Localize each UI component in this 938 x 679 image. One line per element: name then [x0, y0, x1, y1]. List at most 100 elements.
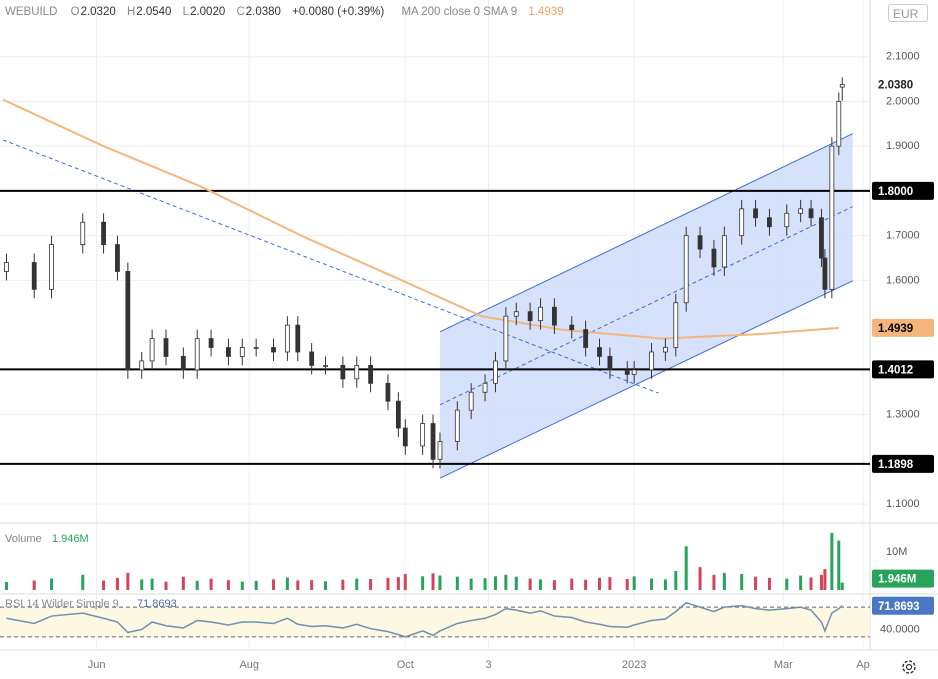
candle [284, 316, 290, 361]
volume-bar [625, 578, 629, 590]
volume-bar [483, 578, 487, 590]
candle [607, 347, 613, 379]
level-label-bg [872, 360, 934, 379]
volume-bar [840, 582, 844, 590]
candle-body [253, 347, 259, 349]
candle-body [583, 329, 589, 348]
volume-bar [785, 578, 789, 590]
l-label: L [182, 6, 190, 18]
candle [101, 213, 106, 254]
candle-body [839, 84, 845, 88]
candle [836, 92, 842, 156]
open: 2.0320 [80, 6, 116, 18]
volume-bar [684, 546, 688, 590]
x-tick-label: Aug [239, 659, 259, 671]
volume-bar [355, 578, 359, 590]
candle-body [739, 208, 745, 237]
candle [430, 414, 436, 469]
candle-body [697, 235, 703, 250]
candle-body [607, 356, 613, 371]
volume-bar [50, 578, 54, 590]
volume-bar [455, 576, 459, 590]
study-value: 1.4939 [528, 6, 564, 18]
candle [482, 374, 488, 402]
volume-bar [528, 578, 532, 590]
volume-bar [539, 579, 543, 590]
settings-icon[interactable] [902, 660, 916, 674]
candle [340, 356, 346, 388]
level-label-bg [872, 454, 934, 473]
candle-body [527, 311, 533, 322]
volume-bar [823, 569, 827, 590]
volume-bar [830, 533, 834, 590]
volume-last: 1.946M [52, 533, 89, 545]
candle-body [31, 262, 37, 290]
candle [402, 419, 408, 455]
candle [309, 343, 315, 375]
candle-body [767, 217, 772, 228]
candle-body [430, 423, 436, 460]
candle-body [101, 221, 106, 246]
candle [697, 226, 703, 259]
candle-body [239, 347, 245, 357]
volume-badge: 1.946M [878, 574, 916, 586]
candle [239, 338, 245, 366]
candle [395, 392, 401, 437]
volume-bar [431, 573, 435, 590]
candle [295, 316, 301, 361]
c-label: C [236, 6, 245, 18]
candle-body [454, 409, 460, 442]
y-tick-label: 1.1000 [886, 498, 920, 510]
volume-bar [632, 576, 636, 590]
volume-bar [272, 579, 276, 590]
volume-bar [674, 571, 678, 590]
rsi-band [0, 607, 870, 637]
candle-body [538, 306, 543, 322]
volume-bar [115, 577, 119, 590]
candle [822, 249, 828, 299]
candle-body [784, 212, 790, 228]
study: MA 200 close 0 SMA 9 [401, 6, 518, 18]
candle [354, 356, 360, 388]
x-tick-label: 2023 [622, 659, 646, 671]
currency-select[interactable]: EUR [888, 4, 928, 22]
candle [253, 338, 259, 357]
candle [683, 226, 689, 312]
candle-body [226, 347, 231, 357]
volume-bar [181, 576, 185, 590]
candle-body [683, 235, 689, 304]
candle [767, 208, 772, 236]
volume-bar [150, 578, 154, 590]
candle-body [385, 382, 391, 402]
candle-body [208, 338, 214, 348]
candle-body [180, 356, 186, 371]
candle [49, 235, 54, 299]
candle-body [395, 400, 401, 429]
trendline [2, 139, 659, 394]
candle [597, 338, 602, 366]
candle-body [309, 351, 315, 366]
candle-body [323, 365, 328, 367]
volume-bar [514, 576, 518, 590]
volume-bar [324, 581, 328, 590]
candle [468, 383, 474, 420]
x-tick-label: Oct [397, 659, 414, 671]
last-price-label: 2.0380 [878, 79, 913, 91]
volume-bar [126, 572, 130, 590]
volume-bar [140, 579, 144, 590]
candle-body [649, 351, 654, 371]
volume-bar [570, 578, 574, 590]
candle [538, 298, 543, 330]
y-tick-label: 1.7000 [886, 230, 920, 242]
volume-bar [663, 579, 667, 590]
candle-body [340, 365, 346, 380]
candle [180, 347, 186, 379]
candle [753, 199, 758, 227]
volume-bar [469, 578, 473, 590]
volume-bar [369, 578, 373, 590]
candle-body [437, 441, 443, 460]
level-label: 1.4012 [878, 364, 913, 376]
level-label-bg [872, 181, 934, 200]
volume-bar [386, 577, 390, 590]
candle-body [798, 208, 804, 214]
